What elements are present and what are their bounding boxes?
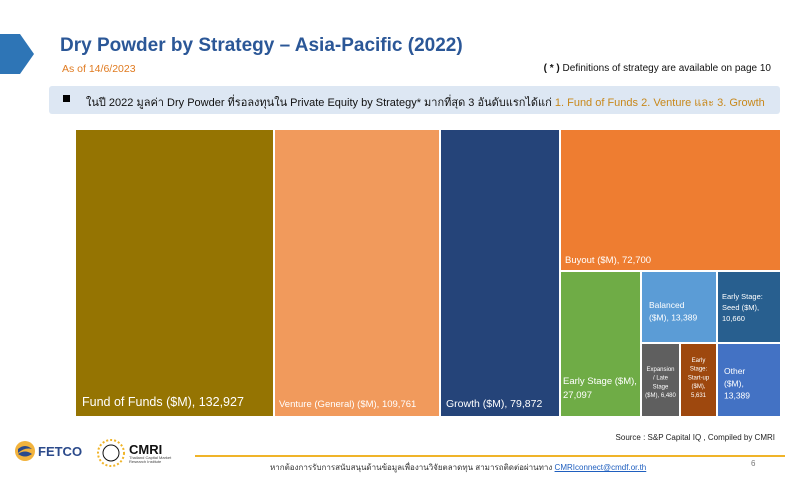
treemap-chart: Fund of Funds ($M), 132,927 Venture (Gene…: [76, 130, 780, 416]
treemap-cell-9: Expansion / Late Stage ($M), 6,480: [642, 344, 679, 416]
cmri-logo: CMRI Thailand Capital Market Research In…: [96, 438, 173, 468]
contact-email-link[interactable]: CMRIconnect@cmdf.or.th: [554, 463, 647, 472]
treemap-label-3: Growth ($M), 79,872: [446, 398, 542, 410]
page-number: 6: [751, 459, 756, 468]
as-of-date: As of 14/6/2023: [62, 63, 136, 75]
treemap-label-1: Fund of Funds ($M), 132,927: [82, 395, 244, 409]
treemap-cell-2: Venture (General) ($M), 109,761: [275, 130, 439, 416]
treemap-cell-6: Balanced ($M), 13,389: [642, 272, 716, 342]
cmri-subtitle: Thailand Capital Market Research Institu…: [129, 454, 172, 464]
treemap-rect-10: [681, 344, 716, 416]
treemap-rect-8: [718, 344, 780, 416]
definitions-note: ( * ) Definitions of strategy are availa…: [544, 63, 771, 74]
square-bullet-icon: [63, 95, 70, 102]
treemap-cell-7: Early Stage: Seed ($M), 10,660: [718, 272, 780, 342]
treemap-rect-7: [718, 272, 780, 342]
source-note: Source : S&P Capital IQ , Compiled by CM…: [615, 433, 775, 442]
treemap-label-9: Expansion / Late Stage ($M), 6,480: [645, 367, 676, 399]
footer-contact: หากต้องการรับการสนับสนุนด้านข้อมูลเพื่อง…: [270, 461, 646, 474]
footer-divider: [195, 455, 785, 457]
treemap-cell-1: Fund of Funds ($M), 132,927: [76, 130, 273, 416]
treemap-label-10: Early Stage: Start-up ($M), 5,631: [688, 358, 710, 399]
fetco-logo: FETCO: [14, 440, 82, 462]
treemap-rect-6: [642, 272, 716, 342]
treemap-rect-3: [441, 130, 559, 416]
fetco-emblem-icon: [15, 441, 35, 461]
treemap-rect-4: [561, 130, 780, 270]
treemap-cell-4: Buyout ($M), 72,700: [561, 130, 780, 270]
treemap-cell-8: Other ($M), 13,389: [718, 344, 780, 416]
fetco-wordmark: FETCO: [38, 443, 83, 459]
treemap-label-2: Venture (General) ($M), 109,761: [279, 399, 416, 410]
summary-prefix: ในปี 2022 มูลค่า Dry Powder ที่รอลงทุนใน…: [86, 97, 552, 109]
page-title: Dry Powder by Strategy – Asia-Pacific (2…: [60, 35, 463, 56]
treemap-cell-10: Early Stage: Start-up ($M), 5,631: [681, 344, 716, 416]
summary-text: ในปี 2022 มูลค่า Dry Powder ที่รอลงทุนใน…: [86, 93, 765, 111]
summary-banner: ในปี 2022 มูลค่า Dry Powder ที่รอลงทุนใน…: [49, 86, 780, 114]
treemap-label-5: Early Stage ($M), 27,097: [563, 376, 637, 401]
cmri-emblem-icon: [97, 439, 125, 467]
corner-tab-arrow: [0, 34, 34, 74]
note-marker: ( * ): [543, 63, 560, 74]
treemap-label-6: Balanced ($M), 13,389: [649, 300, 697, 322]
treemap-rect-5: [561, 272, 640, 416]
treemap-label-4: Buyout ($M), 72,700: [565, 255, 651, 266]
treemap-cell-5: Early Stage ($M), 27,097: [561, 272, 640, 416]
cmri-wordmark: CMRI: [129, 441, 163, 457]
treemap-label-8: Other ($M), 13,389: [724, 366, 750, 401]
summary-highlight: 1. Fund of Funds 2. Venture และ 3. Growt…: [554, 97, 765, 109]
treemap-rect-2: [275, 130, 439, 416]
note-text: Definitions of strategy are available on…: [562, 63, 771, 74]
treemap-rect-9: [642, 344, 679, 416]
treemap-label-7: Early Stage: Seed ($M), 10,660: [722, 292, 763, 323]
treemap-rect-1: [76, 130, 273, 416]
treemap-cell-3: Growth ($M), 79,872: [441, 130, 559, 416]
footer-contact-text: หากต้องการรับการสนับสนุนด้านข้อมูลเพื่อง…: [270, 463, 553, 472]
